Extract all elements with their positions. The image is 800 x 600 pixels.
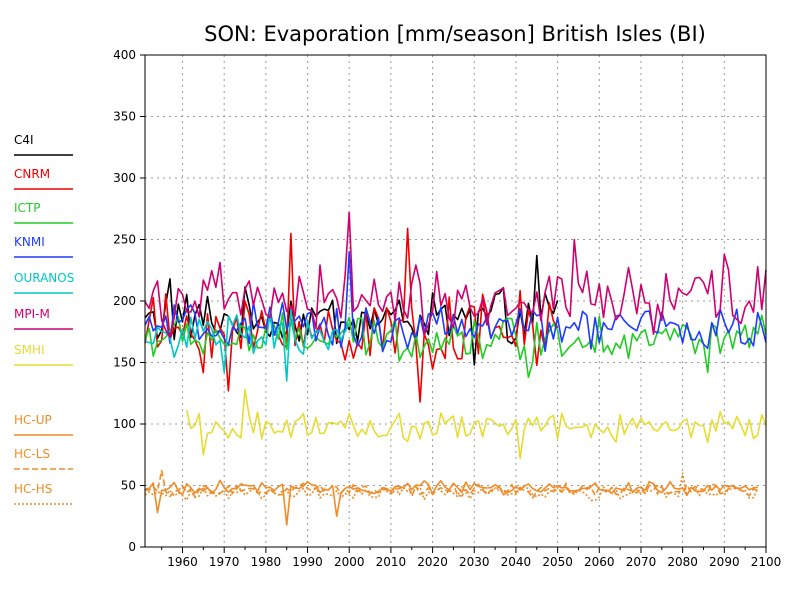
x-tick-label: 2080 [667,555,698,569]
series-line-smhi [185,388,767,460]
chart-title: SON: Evaporation [mm/season] British Isl… [204,22,706,46]
y-tick-label: 350 [113,110,136,124]
y-axis-ticks: 0 50 100 150 200 250 300 350 400 [113,48,145,554]
y-tick-label: 100 [113,417,136,431]
legend-label-ouranos: OURANOS [14,271,74,285]
series-line-ictp [144,312,767,379]
x-tick-label: 2040 [501,555,532,569]
x-tick-label: 2100 [751,555,782,569]
y-tick-label: 250 [113,233,136,247]
series-layer [144,211,767,526]
y-tick-label: 50 [121,479,136,493]
x-axis-ticks: 1960 1970 1980 1990 2000 2010 2020 2030 2040 2050… [161,547,782,569]
legend-label-cnrm: CNRM [14,167,50,181]
series-line-ouranos [144,308,350,382]
x-tick-label: 1980 [251,555,282,569]
legend-label-c4i: C4I [14,133,34,147]
legend-label-smhi: SMHI [14,343,45,357]
legend-label-hc-hs: HC-HS [14,482,52,496]
y-tick-label: 200 [113,294,136,308]
x-tick-label: 2090 [709,555,740,569]
y-tick-label: 400 [113,48,136,62]
y-tick-label: 150 [113,356,136,370]
x-tick-label: 1970 [209,555,240,569]
x-tick-label: 1960 [167,555,198,569]
series-line-mpi-m [144,211,767,339]
legend-label-mpi-m: MPI-M [14,307,50,321]
y-tick-label: 0 [128,540,136,554]
legend-label-hc-up: HC-UP [14,413,52,427]
x-tick-label: 2030 [459,555,490,569]
series-line-hc-hs [144,472,759,502]
x-tick-label: 2010 [376,555,407,569]
x-tick-label: 2070 [626,555,657,569]
x-tick-label: 1990 [292,555,323,569]
legend-label-ictp: ICTP [14,201,40,215]
x-tick-label: 2050 [542,555,573,569]
legend-label-hc-ls: HC-LS [14,447,50,461]
series-line-hc-ls [145,469,758,499]
x-tick-label: 2060 [584,555,615,569]
legend-label-knmi: KNMI [14,235,45,249]
x-tick-label: 2020 [417,555,448,569]
y-tick-label: 300 [113,171,136,185]
x-tick-label: 2000 [334,555,365,569]
legend: C4I CNRM ICTP KNMI OURANOS MPI-M SMHI HC-UP HC-L… [14,133,74,505]
